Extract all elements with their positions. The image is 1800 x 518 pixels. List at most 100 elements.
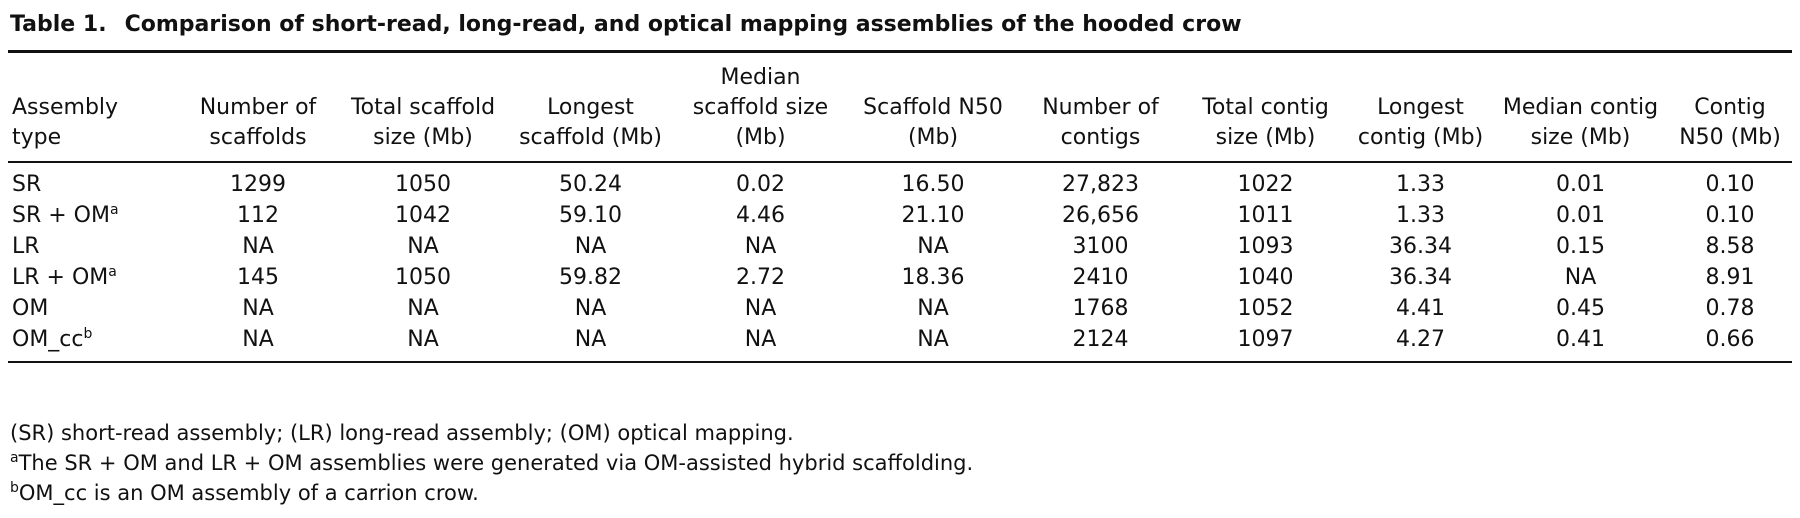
table-cell: 18.36 (901, 265, 965, 290)
table-cell: 36.34 (1389, 234, 1452, 259)
table-cell: NA (917, 234, 949, 259)
header-row: Assembly type Number of scaffolds Total sc… (8, 50, 1792, 163)
table-cell: 1299 (230, 172, 286, 197)
table-cell: 0.15 (1556, 234, 1605, 259)
row-label: LR + OMa (8, 262, 178, 293)
table-cell: 4.41 (1396, 296, 1445, 321)
footnote: bOM_cc is an OM assembly of a carrion cr… (10, 478, 973, 508)
column-header: Median scaffold size (Mb) (673, 50, 848, 163)
table-cell: NA (917, 296, 949, 321)
footnotes: (SR) short-read assembly; (LR) long-read… (10, 418, 973, 508)
table-cell: 1042 (395, 203, 451, 228)
column-header: Total scaffold size (Mb) (338, 50, 508, 163)
table-cell: 0.02 (736, 172, 785, 197)
table-cell: 0.66 (1668, 324, 1792, 363)
table-row: SR 1299 1050 50.24 0.02 16.50 27,823 1022 1.33 0.… (8, 162, 1792, 200)
table-cell: 3100 (1072, 234, 1129, 259)
column-header: Longest scaffold (Mb) (508, 50, 673, 163)
footnote: aThe SR + OM and LR + OM assemblies were… (10, 448, 973, 478)
table-cell: 0.10 (1705, 172, 1755, 197)
table-cell: 1011 (1237, 203, 1294, 228)
table-cell: NA (574, 296, 607, 321)
table-cell: 0.01 (1556, 172, 1605, 197)
row-label-text: OM (12, 296, 49, 321)
table-row: OM NA NA NA NA NA 1768 1052 4.41 0.45 0.78 (8, 293, 1792, 324)
table-cell: NA (338, 324, 508, 363)
table-cell: 112 (237, 203, 279, 228)
table-caption: Comparison of short-read, long-read, and… (124, 12, 1242, 37)
footnote-text: (SR) short-read assembly; (LR) long-read… (10, 421, 794, 445)
table-cell: NA (407, 296, 439, 321)
table-cell: NA (744, 234, 777, 259)
row-label: OM_ccb (8, 324, 178, 363)
column-header: Number of contigs (1018, 50, 1183, 163)
table-cell: 1.33 (1396, 172, 1445, 197)
table-cell: 1050 (395, 265, 451, 290)
table-row: LR + OMa 145 1050 59.82 2.72 18.36 2410 1040 36.… (8, 262, 1792, 293)
table-cell: NA (744, 296, 777, 321)
table-cell: NA (848, 324, 1018, 363)
table-cell: 59.82 (559, 265, 622, 290)
table-cell: 1050 (395, 172, 451, 197)
row-label-text: SR (12, 172, 42, 197)
footnote-mark: a (10, 450, 19, 466)
data-table: Assembly type Number of scaffolds Total sc… (8, 50, 1792, 363)
table-cell: 59.10 (559, 203, 622, 228)
table-cell: NA (1564, 265, 1597, 290)
footnote-mark: a (108, 264, 117, 280)
table-cell: 0.45 (1556, 296, 1605, 321)
table-cell: 0.78 (1705, 296, 1755, 321)
table-cell: 1052 (1237, 296, 1294, 321)
table-cell: 2410 (1072, 265, 1129, 290)
table-cell: 1093 (1237, 234, 1294, 259)
table-cell: 1040 (1237, 265, 1294, 290)
row-label: SR + OMa (8, 200, 178, 231)
table-cell: 4.27 (1348, 324, 1493, 363)
row-label: OM (8, 293, 178, 324)
table-row: LR NA NA NA NA NA 3100 1093 36.34 0.15 8.58 (8, 231, 1792, 262)
footnote-text: OM_cc is an OM assembly of a carrion cro… (18, 481, 479, 505)
footnote-text: The SR + OM and LR + OM assemblies were … (18, 451, 974, 475)
table-cell: 0.10 (1705, 203, 1755, 228)
column-header: Number of scaffolds (178, 50, 338, 163)
table-cell: 1097 (1183, 324, 1348, 363)
footnote: (SR) short-read assembly; (LR) long-read… (10, 418, 973, 448)
table-row: SR + OMa 112 1042 59.10 4.46 21.10 26,656 1011 1… (8, 200, 1792, 231)
column-header: Contig N50 (Mb) (1668, 50, 1792, 163)
table-cell: NA (242, 234, 274, 259)
table-cell: 0.41 (1493, 324, 1668, 363)
column-header: Median contig size (Mb) (1493, 50, 1668, 163)
table-cell: NA (178, 324, 338, 363)
table-body: SR 1299 1050 50.24 0.02 16.50 27,823 1022 1.33 0.… (8, 162, 1792, 363)
table-cell: NA (673, 324, 848, 363)
footnote-mark: b (83, 326, 93, 342)
table-cell: 145 (237, 265, 279, 290)
table-cell: 2124 (1018, 324, 1183, 363)
footnote-mark: b (10, 480, 19, 496)
table-cell: NA (574, 234, 607, 259)
row-label-text: OM_cc (12, 327, 84, 352)
table-row: OM_ccb NA NA NA NA NA 2124 1097 4.27 0.41 0.66 (8, 324, 1792, 363)
table-cell: NA (407, 234, 439, 259)
column-header: Total contig size (Mb) (1183, 50, 1348, 163)
table-cell: 1022 (1237, 172, 1294, 197)
column-header: Scaffold N50 (Mb) (848, 50, 1018, 163)
table-cell: 1768 (1072, 296, 1129, 321)
table-cell: 27,823 (1062, 172, 1139, 197)
table-cell: 36.34 (1389, 265, 1452, 290)
table-cell: 21.10 (901, 203, 965, 228)
table-cell: NA (242, 296, 274, 321)
table-cell: 26,656 (1062, 203, 1139, 228)
table-cell: NA (508, 324, 673, 363)
table-title: Table 1. Comparison of short-read, long-r… (10, 12, 1242, 37)
row-label-text: LR + OM (12, 265, 109, 290)
row-label-text: SR + OM (12, 203, 110, 228)
row-label-text: LR (12, 234, 40, 259)
table-cell: 0.01 (1556, 203, 1605, 228)
row-label: SR (8, 162, 178, 200)
table-cell: 4.46 (736, 203, 785, 228)
table-cell: 50.24 (559, 172, 622, 197)
footnote-mark: a (109, 202, 119, 218)
table-cell: 2.72 (736, 265, 785, 290)
table-label: Table 1. (10, 12, 107, 37)
